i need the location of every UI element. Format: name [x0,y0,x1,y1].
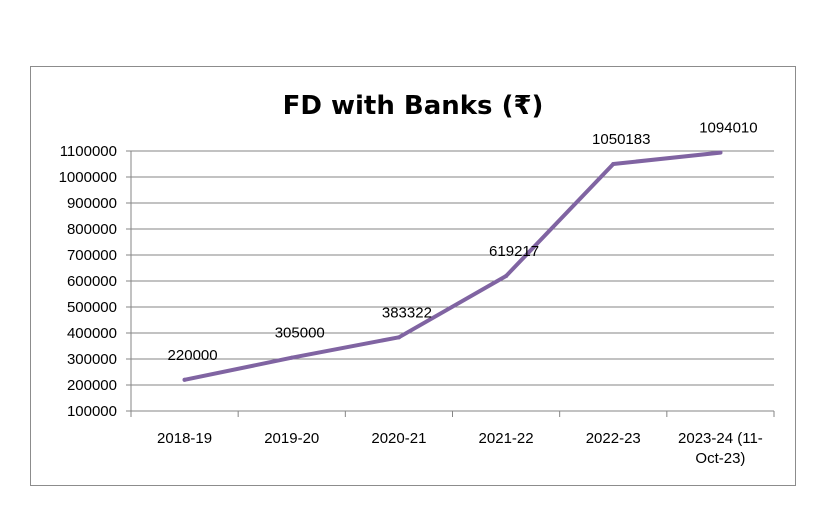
gridlines [131,150,774,386]
data-point [718,150,723,155]
y-tick-label: 1000000 [59,169,117,186]
data-label: 383322 [382,304,432,321]
data-label: 1094010 [699,120,757,137]
y-tick-label: 400000 [67,325,117,342]
x-tick-label: 2018-19 [157,430,212,447]
y-tick-label: 600000 [67,273,117,290]
x-tick-label: Oct-23) [695,450,745,467]
y-tick-label: 300000 [67,351,117,368]
y-tick-label: 900000 [67,195,117,212]
y-tick-label: 100000 [67,403,117,420]
series [182,150,723,382]
x-tick-label: 2023-24 (11- [678,430,763,447]
data-label: 619217 [489,243,539,260]
data-point [504,274,509,279]
axes: 100000 200000 300000 400000 500000 600000 7000… [59,143,775,467]
y-tick-label: 700000 [67,247,117,264]
data-label: 305000 [275,325,325,342]
y-tick-label: 1100000 [60,143,117,160]
y-tick-label: 200000 [67,377,117,394]
series-line [182,150,723,382]
chart-frame [30,66,796,486]
data-point [396,335,401,340]
y-tick-label: 800000 [67,221,117,238]
y-tick-label: 500000 [67,299,117,316]
x-tick-label: 2022-23 [586,430,641,447]
data-point [611,161,616,166]
x-tick-label: 2020-21 [371,430,426,447]
data-point [289,355,294,360]
x-tick-label: 2019-20 [264,430,319,447]
data-point [182,377,187,382]
x-tick-label: 2021-22 [479,430,534,447]
chart-title: FD with Banks (₹) [283,91,544,121]
data-label: 1050183 [592,131,650,148]
data-label: 220000 [168,347,218,364]
data-labels: 220000 305000 383322 619217 1050183 1094010 [168,120,758,364]
